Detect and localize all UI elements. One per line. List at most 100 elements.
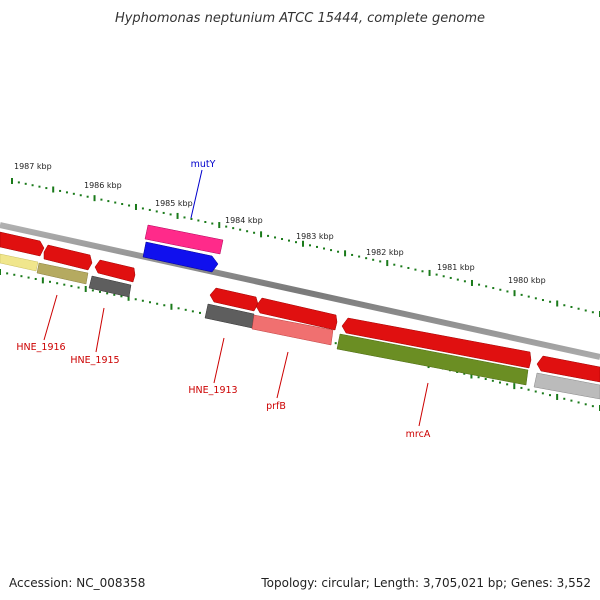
gene-feature[interactable] [341,317,532,369]
gene-feature-muty[interactable] [144,224,224,255]
scale-tick [34,277,37,280]
scale-tick [86,195,89,198]
scale-tick [591,311,594,314]
scale-tick [442,275,445,278]
scale-tick [534,297,537,300]
scale-tick [330,249,333,252]
gene-label-prfb[interactable]: prfB [266,401,286,412]
scale-tick [563,304,566,307]
gene-feature[interactable] [255,297,338,331]
scale-tick [267,234,270,237]
scale-tick [6,272,9,275]
scale-tick [484,378,487,381]
scale-tick [527,295,530,298]
gene-feature[interactable] [88,275,132,298]
genome-backbone [0,222,600,360]
scale-tick [309,244,312,247]
scale-tick [449,276,452,279]
scale-tick [541,392,544,395]
scale-tick [344,250,347,257]
scale-tick [0,269,1,275]
scale-tick [113,293,116,296]
scale-label: 1987 kbp [14,162,52,171]
scale-tick [99,290,101,293]
gene-label-muty[interactable]: mutY [191,159,216,170]
gene-label-hne-1915[interactable]: HNE_1915 [70,355,119,366]
scale-tick [470,372,473,379]
scale-tick [56,282,59,285]
scale-tick [400,265,403,268]
scale-tick [31,184,34,187]
scale-tick [70,285,73,288]
scale-tick [246,230,249,233]
scale-tick [79,194,82,197]
scale-label: 1984 kbp [225,216,263,225]
scale-tick [302,240,304,247]
scale-tick [456,278,459,281]
gene-feature[interactable] [536,355,600,383]
scale-tick [485,285,488,288]
scale-tick [386,260,389,267]
scale-tick [414,268,417,271]
scale-tick [149,301,151,304]
scale-tick [27,276,30,279]
gene-feature[interactable] [0,231,45,257]
scale-tick [513,290,516,297]
scale-tick [281,238,284,241]
scale-tick [77,286,80,289]
scale-tick [59,189,62,192]
gene-feature[interactable] [209,287,259,312]
scale-tick [477,376,480,379]
scale-tick [527,388,530,391]
scale-tick [556,300,559,307]
scale-tick [218,222,221,229]
scale-tick [91,289,94,292]
gene-feature[interactable] [142,241,219,273]
scale-label: 1982 kbp [366,248,404,257]
gene-feature-mrca[interactable] [336,333,529,386]
scale-tick [239,228,242,231]
scale-tick [253,231,256,234]
scale-tick [506,290,509,293]
gene-label-mrca[interactable]: mrcA [406,429,431,440]
scale-tick [162,211,165,214]
scale-tick [211,222,214,225]
scale-tick [379,260,382,263]
scale-tick [156,302,159,305]
scale-tick [72,192,75,195]
scale-tick [17,181,20,184]
scale-label: 1986 kbp [84,181,122,190]
gene-feature[interactable] [533,372,600,400]
scale-tick [549,300,552,303]
scale-tick [463,280,466,283]
scale-tick [100,198,103,201]
scale-tick [93,195,96,202]
scale-tick [351,253,354,256]
gene-label-hne-1913[interactable]: HNE_1913 [188,385,237,396]
scale-label: 1985 kbp [155,199,193,208]
scale-tick [577,307,580,310]
scale-tick [393,263,396,266]
scale-label: 1980 kbp [508,276,546,285]
scale-tick [520,293,523,296]
scale-tick [428,269,431,276]
scale-tick [274,236,277,239]
scale-tick [499,288,502,291]
scale-tick [584,309,587,312]
scale-tick [334,342,337,345]
scale-tick [204,221,207,223]
gene-feature[interactable] [43,244,93,271]
gene-feature[interactable] [36,262,89,285]
scale-tick [84,285,87,292]
gene-label-hne-1916[interactable]: HNE_1916 [16,342,65,353]
scale-tick [24,182,27,185]
gene-feature-prfb[interactable] [251,314,334,346]
scale-tick [232,227,235,230]
gene-feature[interactable] [0,253,39,272]
scale-tick [435,273,438,276]
scale-tick [52,186,55,193]
gene-feature[interactable] [94,259,136,283]
scale-tick [463,372,466,375]
scale-tick [225,225,228,228]
scale-tick [184,308,187,311]
